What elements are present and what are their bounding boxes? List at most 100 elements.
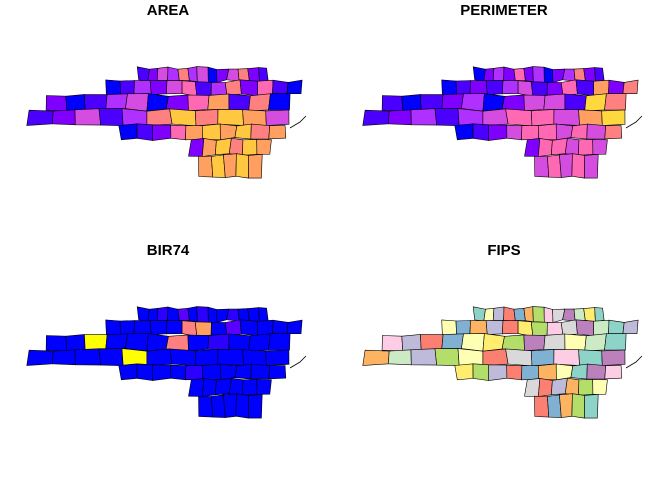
county-polygon (201, 123, 221, 141)
county-polygon (234, 363, 252, 380)
county-polygon (185, 365, 203, 381)
county-polygon (194, 109, 219, 127)
county-polygon (147, 307, 159, 322)
county-polygon (505, 348, 533, 367)
county-polygon (381, 335, 404, 352)
county-polygon (564, 137, 580, 156)
county-polygon (74, 108, 102, 126)
county-polygon (571, 153, 586, 179)
county-polygon (194, 349, 219, 367)
county-polygon (177, 307, 190, 322)
county-polygon (65, 94, 86, 112)
county-polygon (441, 319, 457, 337)
county-polygon (187, 66, 198, 83)
county-polygon (454, 363, 474, 381)
county-polygon (226, 308, 240, 322)
county-polygon (268, 125, 287, 140)
county-polygon (523, 66, 534, 83)
county-polygon (167, 306, 180, 321)
county-polygon (532, 66, 545, 83)
county-polygon (546, 81, 564, 96)
county-polygon (118, 363, 138, 381)
county-polygon (502, 320, 519, 335)
county-polygon (594, 307, 605, 323)
county-polygon (482, 333, 505, 352)
county-polygon (198, 395, 214, 418)
county-polygon (170, 364, 187, 381)
choropleth-map-fips (362, 306, 643, 419)
county-polygon (149, 320, 168, 335)
panel-title-area: AREA (146, 2, 190, 19)
county-polygon (543, 93, 566, 111)
county-polygon (362, 109, 390, 126)
county-polygon (217, 109, 244, 126)
county-polygon (469, 80, 488, 95)
choropleth-map-perimeter (362, 66, 643, 179)
county-polygon (523, 334, 546, 352)
county-polygon (235, 393, 250, 419)
county-polygon (485, 320, 504, 335)
county-polygon (125, 93, 149, 112)
county-polygon (564, 333, 587, 352)
county-polygon (224, 79, 242, 96)
county-polygon (604, 125, 623, 140)
county-polygon (248, 393, 263, 419)
county-polygon (537, 123, 557, 141)
county-polygon (216, 308, 230, 323)
county-polygon (434, 348, 460, 367)
county-polygon (181, 80, 198, 97)
county-polygon (441, 333, 464, 350)
county-polygon (268, 93, 291, 111)
county-polygon (506, 124, 523, 141)
county-polygon (592, 139, 608, 155)
county-polygon (272, 319, 289, 334)
county-polygon (167, 66, 180, 81)
county-polygon (258, 67, 269, 83)
county-polygon (457, 108, 484, 126)
county-polygon (228, 377, 244, 396)
county-polygon (235, 153, 250, 179)
county-polygon (559, 153, 573, 178)
county-polygon (146, 108, 173, 127)
county-polygon (105, 333, 128, 350)
county-polygon (560, 319, 578, 336)
county-polygon (152, 124, 172, 141)
county-polygon (485, 80, 504, 95)
county-polygon (170, 124, 187, 141)
county-polygon (250, 123, 271, 140)
county-polygon (166, 320, 183, 335)
county-polygon (608, 79, 625, 94)
county-polygon (45, 95, 68, 112)
county-polygon (503, 66, 516, 81)
county-polygon (622, 79, 639, 94)
county-polygon (575, 79, 595, 97)
county-polygon (469, 320, 488, 335)
county-polygon (492, 306, 505, 321)
county-polygon (216, 68, 230, 83)
county-polygon (214, 377, 232, 396)
county-polygon (226, 68, 240, 82)
county-polygon (51, 109, 76, 126)
county-polygon (564, 93, 587, 112)
county-polygon (136, 363, 153, 381)
choropleth-map-area (26, 66, 307, 179)
county-polygon (152, 364, 172, 381)
county-polygon (149, 80, 168, 95)
county-polygon (578, 349, 603, 366)
county-polygon (217, 349, 244, 366)
county-polygon (247, 307, 260, 323)
county-polygon (601, 109, 626, 126)
county-polygon (84, 94, 108, 111)
county-polygon (45, 335, 68, 352)
county-polygon (501, 94, 525, 112)
county-polygon (570, 363, 588, 380)
county-polygon (552, 68, 566, 83)
county-polygon (228, 137, 244, 156)
county-polygon (570, 123, 588, 140)
county-polygon (553, 349, 580, 366)
county-polygon (51, 349, 76, 366)
county-polygon (505, 108, 533, 127)
county-polygon (166, 80, 183, 95)
county-polygon (207, 306, 218, 323)
county-polygon (552, 308, 566, 323)
